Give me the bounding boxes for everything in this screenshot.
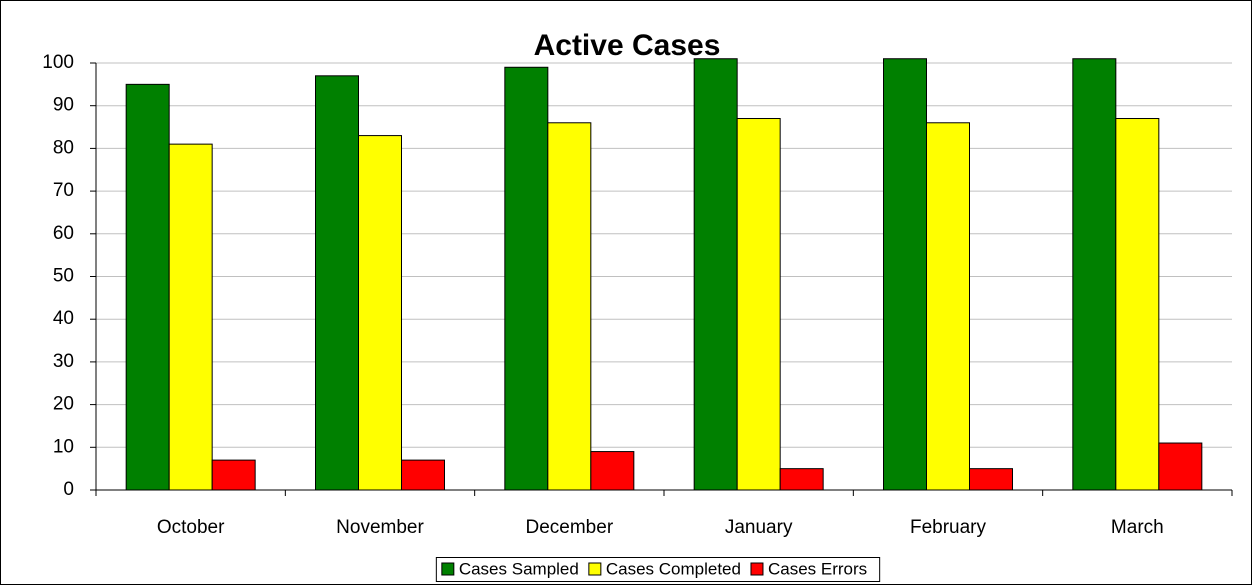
x-tick-label: March [1111, 517, 1164, 538]
y-tick-label: 50 [53, 266, 74, 287]
legend-swatch [441, 562, 455, 576]
legend-label: Cases Sampled [459, 559, 579, 578]
y-tick-label: 10 [53, 436, 74, 457]
y-tick-label: 40 [53, 308, 74, 329]
y-tick-label: 30 [53, 351, 74, 372]
bar [401, 459, 445, 491]
x-tick-label: November [336, 517, 424, 538]
x-tick-label: January [725, 517, 793, 538]
legend-label: Cases Completed [606, 559, 741, 578]
y-tick-label: 70 [53, 180, 74, 201]
y-tick-label: 80 [53, 137, 74, 158]
bar [547, 122, 592, 491]
chart-title: Active Cases [534, 29, 721, 62]
bar [590, 451, 635, 491]
x-tick-label: February [910, 517, 987, 538]
bar [969, 468, 1013, 491]
bar [779, 468, 824, 491]
bar [1072, 58, 1117, 491]
bar [1158, 442, 1203, 491]
bar [211, 459, 256, 491]
bar [1115, 118, 1160, 491]
bar [315, 75, 359, 491]
y-tick-label: 100 [42, 52, 74, 73]
bar [926, 122, 970, 491]
y-tick-label: 90 [53, 95, 74, 116]
bar [358, 135, 402, 491]
legend-label: Cases Errors [768, 559, 867, 578]
legend-swatch [750, 562, 764, 576]
x-tick-label: October [157, 517, 225, 538]
x-tick-label: December [526, 517, 614, 538]
y-tick-label: 20 [53, 394, 74, 415]
bar [736, 118, 781, 491]
y-tick-label: 0 [63, 479, 74, 500]
legend-box [435, 557, 881, 582]
bar [883, 58, 927, 491]
bar [168, 143, 213, 491]
bar [504, 66, 549, 491]
legend-swatch [588, 562, 602, 576]
bar [125, 83, 170, 491]
y-tick-label: 60 [53, 223, 74, 244]
bar [693, 58, 738, 491]
